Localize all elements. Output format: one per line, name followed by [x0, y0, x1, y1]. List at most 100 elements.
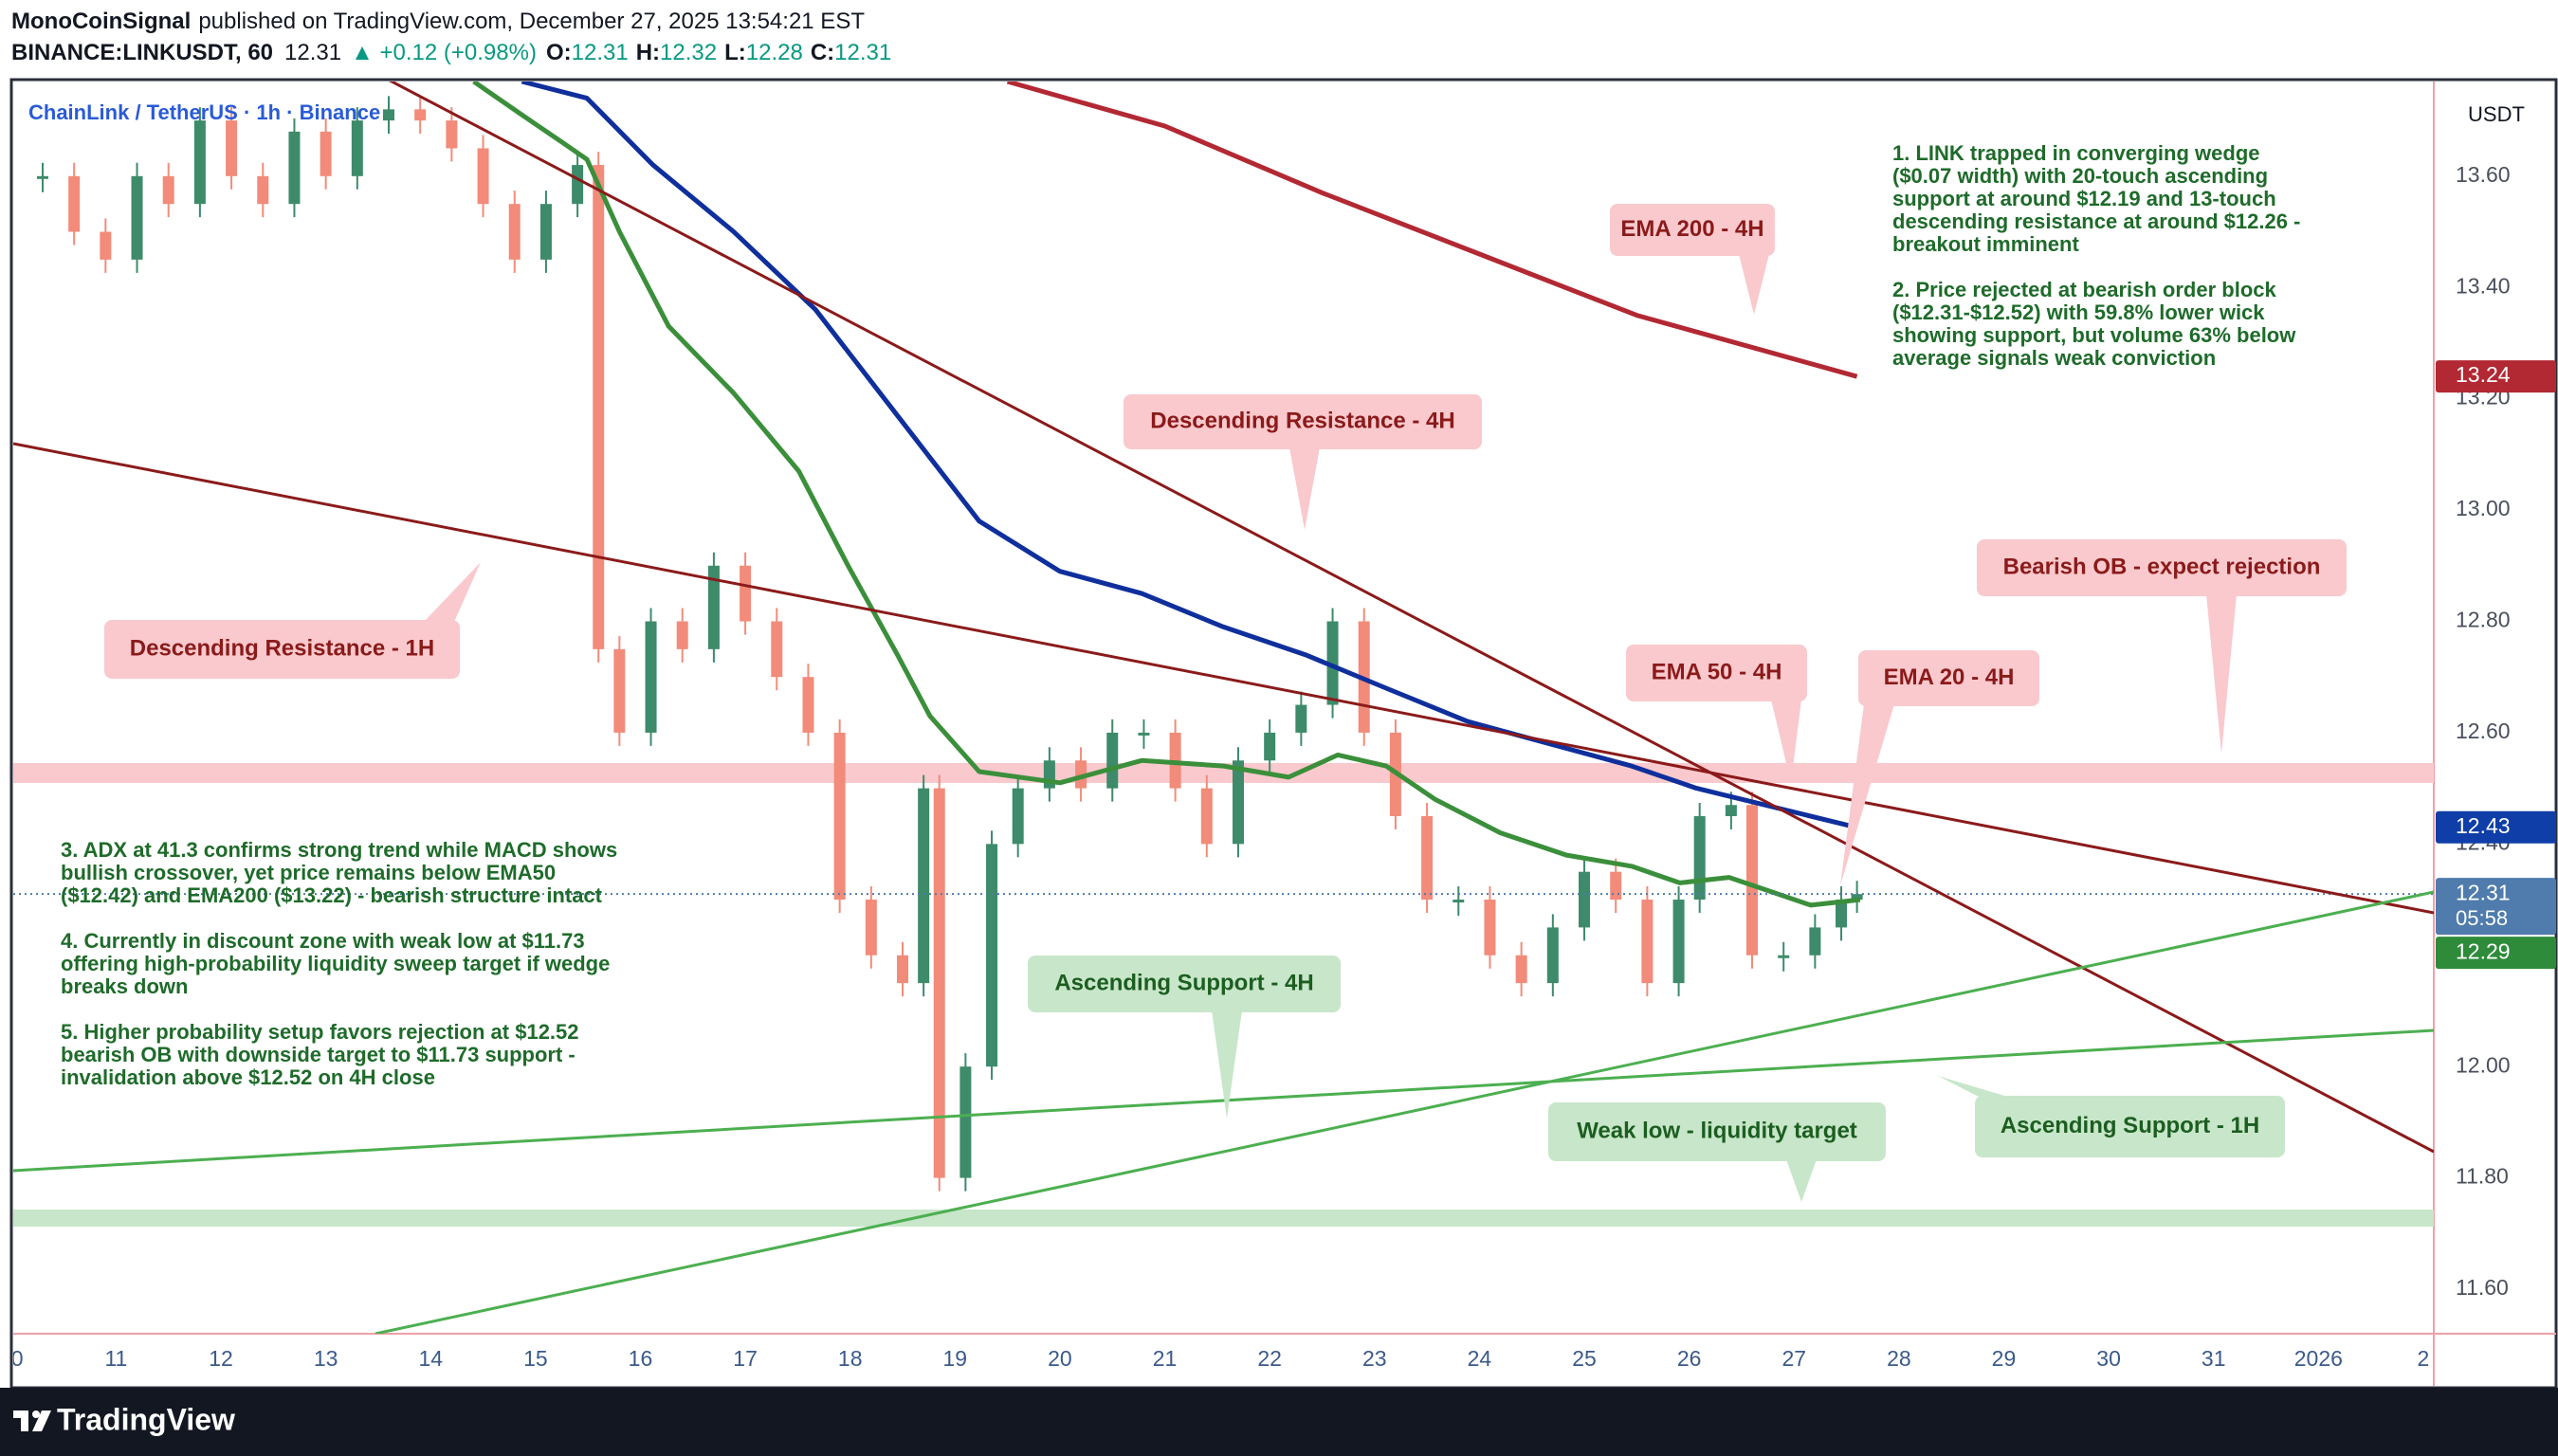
candle — [707, 565, 720, 649]
callout: Bearish OB - expect rejection — [1977, 539, 2347, 754]
candle — [572, 165, 584, 205]
ohlc-value: 12.28 — [746, 40, 803, 65]
weak-low-zone — [13, 1210, 2434, 1227]
callout-box — [104, 620, 460, 679]
zones — [13, 763, 2434, 1227]
x-tick-label: 17 — [733, 1346, 758, 1371]
candle — [1672, 900, 1685, 984]
candle — [1836, 900, 1848, 928]
ohlc-label: L: — [724, 40, 746, 65]
x-tick-label: 24 — [1468, 1346, 1492, 1371]
callout-label: Ascending Support - 1H — [2001, 1113, 2259, 1138]
y-tick-label: 12.00 — [2456, 1052, 2511, 1077]
candle — [257, 175, 269, 205]
currency: USDT — [2468, 102, 2525, 126]
y-tick-label: 11.80 — [2456, 1164, 2509, 1189]
note-line: bearish OB with downside target to $11.7… — [61, 1043, 576, 1066]
candle — [833, 732, 846, 901]
candle — [1421, 815, 1434, 901]
logo-part — [32, 1410, 51, 1431]
candle — [36, 175, 48, 179]
ema-line — [472, 82, 1861, 908]
note-line: ($12.42) and EMA200 ($13.22) - bearish s… — [61, 883, 603, 907]
ohlc-value: 12.32 — [660, 40, 717, 65]
callout: EMA 20 - 4H — [1840, 650, 2039, 885]
callout-pointer — [1771, 700, 1801, 783]
candle — [1106, 732, 1119, 789]
candle — [1693, 815, 1706, 901]
callout: Ascending Support - 1H — [1938, 1076, 2285, 1157]
price-badge — [2436, 810, 2556, 844]
ohlc-value: 12.31 — [572, 40, 629, 65]
candle — [771, 621, 783, 678]
candle — [1012, 788, 1024, 845]
candle — [613, 648, 626, 733]
candle — [933, 788, 945, 1178]
callout-pointer — [2206, 594, 2237, 754]
x-tick-label: 2 — [2418, 1346, 2430, 1371]
publish-line: MonoCoinSignal published on TradingView.c… — [11, 9, 865, 34]
x-tick-label: 18 — [838, 1346, 863, 1371]
callout-box — [1610, 204, 1775, 256]
countdown: 05:58 — [2456, 906, 2508, 930]
callout-box — [1975, 1096, 2285, 1157]
x-tick-label: 15 — [523, 1346, 548, 1371]
note-line: 5. Higher probability setup favors rejec… — [61, 1020, 579, 1044]
callout-label: Bearish OB - expect rejection — [2003, 554, 2321, 579]
candle — [1075, 760, 1087, 789]
price-badge-label: 12.31 — [2456, 880, 2511, 904]
candle — [508, 204, 521, 260]
ohlc-label: H: — [636, 40, 660, 65]
x-tick-label: 11 — [104, 1346, 127, 1371]
x-tick-label: 23 — [1362, 1346, 1387, 1371]
callout: EMA 200 - 4H — [1610, 204, 1775, 315]
callout-label: EMA 200 - 4H — [1620, 216, 1763, 242]
ascending-support-1h — [13, 1028, 2434, 1173]
candle — [320, 131, 332, 176]
x-tick-label: 29 — [1992, 1346, 2017, 1371]
change: ▲ +0.12 (+0.98%) — [351, 40, 537, 65]
candle — [1579, 871, 1591, 928]
note-line: invalidation above $12.52 on 4H close — [61, 1065, 435, 1089]
candle — [1610, 871, 1622, 901]
callout-box — [1124, 394, 1482, 449]
candle — [1809, 927, 1821, 956]
ascending-support-4h — [375, 890, 2434, 1334]
x-tick-label: 28 — [1887, 1346, 1911, 1371]
x-tick-label: 27 — [1781, 1346, 1806, 1371]
callout-box — [1977, 539, 2347, 596]
candle — [959, 1066, 972, 1178]
candle — [1515, 955, 1527, 984]
note-line: descending resistance at around $12.26 - — [1892, 209, 2300, 233]
price-badge-label: 13.24 — [2456, 362, 2511, 387]
legend-title: ChainLink / TetherUS · 1h · Binance — [28, 100, 380, 124]
note-line: ($0.07 width) with 20-touch ascending — [1892, 164, 2268, 188]
callout-pointer — [424, 562, 481, 622]
callout-pointer — [1212, 1010, 1242, 1119]
ema-line — [1006, 82, 1858, 379]
candle — [383, 109, 395, 121]
logo-part — [21, 1410, 28, 1431]
candle — [446, 120, 458, 149]
callout-box — [1626, 645, 1807, 701]
callout-label: Descending Resistance - 4H — [1150, 408, 1454, 433]
candle — [645, 621, 657, 733]
x-tick-label: 14 — [418, 1346, 443, 1371]
candle — [802, 677, 814, 733]
x-tick-label: 22 — [1257, 1346, 1282, 1371]
candle — [1295, 704, 1307, 733]
x-tick-label: 25 — [1572, 1346, 1597, 1371]
candle — [1778, 955, 1790, 958]
price-badge — [2436, 937, 2556, 970]
brand: TradingView — [57, 1402, 235, 1436]
candle — [1326, 621, 1339, 705]
x-tick-label: 30 — [2096, 1346, 2121, 1371]
callout-box — [1548, 1102, 1886, 1161]
candle — [897, 955, 909, 984]
overlay: EMA 200 - 4H Descending Resistance - 4H De… — [61, 141, 2347, 1202]
callout-label: EMA 50 - 4H — [1652, 659, 1782, 684]
note-line: breakout imminent — [1892, 232, 2079, 256]
candle — [477, 148, 489, 205]
candle — [1546, 927, 1559, 984]
logo-part — [32, 1410, 40, 1418]
